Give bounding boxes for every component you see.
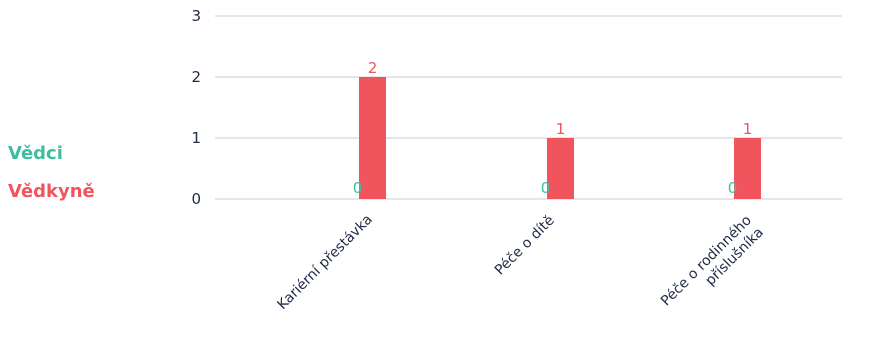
x-category-label-1: Péče o dítě — [492, 213, 558, 279]
y-tick-label-2: 2 — [191, 68, 201, 86]
y-axis-ticks: 0 1 2 3 — [191, 7, 201, 208]
legend-item-vedci: Vědci — [8, 143, 63, 164]
data-label-vedci-2: 0 — [728, 179, 738, 197]
data-label-vedci-0: 0 — [353, 179, 363, 197]
y-tick-label-0: 0 — [191, 190, 201, 208]
data-label-vedci-1: 0 — [541, 179, 551, 197]
bar-vedkyne-1 — [547, 138, 574, 199]
x-category-label-line: Péče o dítě — [492, 213, 558, 279]
bar-vedkyne-2 — [734, 138, 761, 199]
bars — [359, 77, 761, 199]
legend-item-vedkyne: Vědkyně — [8, 181, 95, 202]
data-label-vedkyne-1: 1 — [556, 120, 566, 138]
y-tick-label-3: 3 — [191, 7, 201, 25]
x-axis-labels: Kariérní přestávka Péče o dítě Péče o rodi… — [274, 212, 767, 322]
x-category-label-0: Kariérní přestávka — [274, 212, 375, 313]
x-category-label-2: Péče o rodinnéhopříslušníka — [658, 213, 767, 322]
bar-vedkyne-0 — [359, 77, 386, 199]
y-tick-label-1: 1 — [191, 129, 201, 147]
data-label-vedkyne-0: 2 — [368, 59, 378, 77]
data-labels: 0 2 0 1 0 1 — [353, 59, 753, 197]
x-category-label-line: Kariérní přestávka — [274, 212, 375, 313]
data-label-vedkyne-2: 1 — [743, 120, 753, 138]
legend: Vědci Vědkyně — [8, 143, 95, 202]
